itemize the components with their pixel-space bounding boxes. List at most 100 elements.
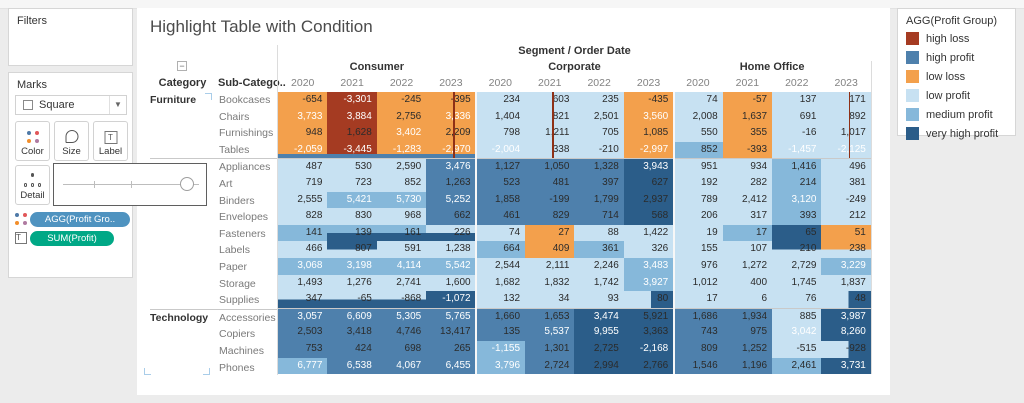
table-cell[interactable]: 1,837	[821, 274, 871, 292]
table-cell[interactable]: -1,283	[376, 141, 427, 159]
table-cell[interactable]: 934	[722, 158, 773, 175]
table-cell[interactable]: -654	[278, 92, 328, 109]
table-cell[interactable]: 2,741	[376, 274, 427, 292]
table-cell[interactable]: 530	[327, 158, 377, 175]
table-cell[interactable]: 496	[821, 158, 871, 175]
table-cell[interactable]: -57	[722, 92, 773, 109]
year-header[interactable]: 2020	[686, 77, 710, 89]
table-cell[interactable]: -928	[821, 340, 871, 358]
table-cell[interactable]: 161	[376, 224, 427, 242]
table-cell[interactable]: 2,994	[574, 357, 624, 375]
table-cell[interactable]: 424	[327, 340, 377, 358]
table-cell[interactable]: 6,538	[327, 357, 377, 375]
table-cell[interactable]: 235	[574, 92, 624, 109]
table-cell[interactable]: 1,050	[525, 158, 575, 175]
table-cell[interactable]: -395	[426, 92, 476, 109]
table-cell[interactable]: 214	[772, 174, 822, 192]
table-cell[interactable]: 1,272	[722, 257, 773, 275]
subcategory-label[interactable]: Labels	[219, 244, 250, 257]
table-cell[interactable]: 400	[722, 274, 773, 292]
table-cell[interactable]: 951	[673, 158, 723, 175]
table-cell[interactable]: 6,609	[327, 307, 377, 325]
color-button[interactable]: Color	[15, 121, 50, 161]
table-cell[interactable]: 1,404	[475, 108, 526, 126]
table-cell[interactable]: -2,997	[623, 141, 674, 159]
table-cell[interactable]: 4,067	[376, 357, 427, 375]
table-cell[interactable]: 3,987	[821, 307, 871, 325]
table-cell[interactable]: -2,125	[821, 141, 871, 159]
table-cell[interactable]: 487	[278, 158, 328, 175]
subcategory-label[interactable]: Paper	[219, 260, 248, 273]
subcategory-column-header[interactable]: Sub-Catego..	[218, 77, 286, 89]
table-cell[interactable]: 3,042	[772, 324, 822, 341]
table-cell[interactable]: 132	[475, 291, 526, 308]
table-cell[interactable]: 5,542	[426, 257, 476, 275]
table-cell[interactable]: 789	[673, 191, 723, 209]
table-cell[interactable]: 3,402	[376, 125, 427, 142]
table-cell[interactable]: 1,934	[722, 307, 773, 325]
subcategory-label[interactable]: Machines	[219, 344, 264, 357]
table-cell[interactable]: -2,004	[475, 141, 526, 159]
table-cell[interactable]: 76	[772, 291, 822, 308]
table-cell[interactable]: 192	[673, 174, 723, 192]
subcategory-label[interactable]: Art	[219, 177, 233, 190]
table-cell[interactable]: 714	[574, 208, 624, 225]
table-cell[interactable]: 65	[772, 224, 822, 242]
table-cell[interactable]: 2,756	[376, 108, 427, 126]
table-cell[interactable]: 1,799	[574, 191, 624, 209]
table-cell[interactable]: 976	[673, 257, 723, 275]
table-cell[interactable]: 1,660	[475, 307, 526, 325]
table-cell[interactable]: 603	[525, 92, 575, 109]
year-header[interactable]: 2022	[785, 77, 809, 89]
table-cell[interactable]: 171	[821, 92, 871, 109]
table-cell[interactable]: 48	[821, 291, 871, 308]
table-cell[interactable]: 3,476	[426, 158, 476, 175]
table-cell[interactable]: 830	[327, 208, 377, 225]
table-cell[interactable]: -3,445	[327, 141, 377, 159]
table-cell[interactable]: 5,252	[426, 191, 476, 209]
table-cell[interactable]: 829	[525, 208, 575, 225]
table-cell[interactable]: 852	[376, 174, 427, 192]
table-cell[interactable]: 51	[821, 224, 871, 242]
table-cell[interactable]: 664	[475, 241, 526, 258]
table-cell[interactable]: 355	[722, 125, 773, 142]
segment-header[interactable]: Home Office	[739, 61, 805, 73]
table-cell[interactable]: 2,725	[574, 340, 624, 358]
table-cell[interactable]: 1,416	[772, 158, 822, 175]
size-button[interactable]: Size	[54, 121, 89, 161]
table-cell[interactable]: -3,301	[327, 92, 377, 109]
subcategory-label[interactable]: Phones	[219, 361, 255, 374]
table-cell[interactable]: 975	[722, 324, 773, 341]
legend-item[interactable]: high loss	[898, 29, 1015, 48]
table-cell[interactable]: 135	[475, 324, 526, 341]
table-cell[interactable]: 743	[673, 324, 723, 341]
table-cell[interactable]: -1,457	[772, 141, 822, 159]
table-cell[interactable]: 968	[376, 208, 427, 225]
subcategory-label[interactable]: Tables	[219, 143, 250, 156]
table-cell[interactable]: 662	[426, 208, 476, 225]
table-cell[interactable]: 3,731	[821, 357, 871, 375]
subcategory-label[interactable]: Accessories	[219, 311, 276, 324]
table-cell[interactable]: -2,168	[623, 340, 674, 358]
table-cell[interactable]: 807	[327, 241, 377, 258]
table-cell[interactable]: 137	[772, 92, 822, 109]
year-header[interactable]: 2021	[340, 77, 364, 89]
detail-button[interactable]: Detail	[15, 165, 50, 205]
table-cell[interactable]: 5,537	[525, 324, 575, 341]
table-cell[interactable]: 3,057	[278, 307, 328, 325]
table-cell[interactable]: 591	[376, 241, 427, 258]
legend-item[interactable]: very high profit	[898, 124, 1015, 143]
category-label[interactable]: Technology	[150, 311, 209, 324]
table-cell[interactable]: 753	[278, 340, 328, 358]
chevron-down-icon[interactable]: ▼	[109, 96, 126, 114]
table-cell[interactable]: 1,196	[722, 357, 773, 375]
table-cell[interactable]: 19	[673, 224, 723, 242]
table-cell[interactable]: -1,072	[426, 291, 476, 308]
table-cell[interactable]: 2,111	[525, 257, 575, 275]
table-cell[interactable]: -2,059	[278, 141, 328, 159]
table-cell[interactable]: 627	[623, 174, 674, 192]
table-cell[interactable]: 6,455	[426, 357, 476, 375]
table-cell[interactable]: 1,628	[327, 125, 377, 142]
table-cell[interactable]: 2,008	[673, 108, 723, 126]
table-cell[interactable]: 1,211	[525, 125, 575, 142]
